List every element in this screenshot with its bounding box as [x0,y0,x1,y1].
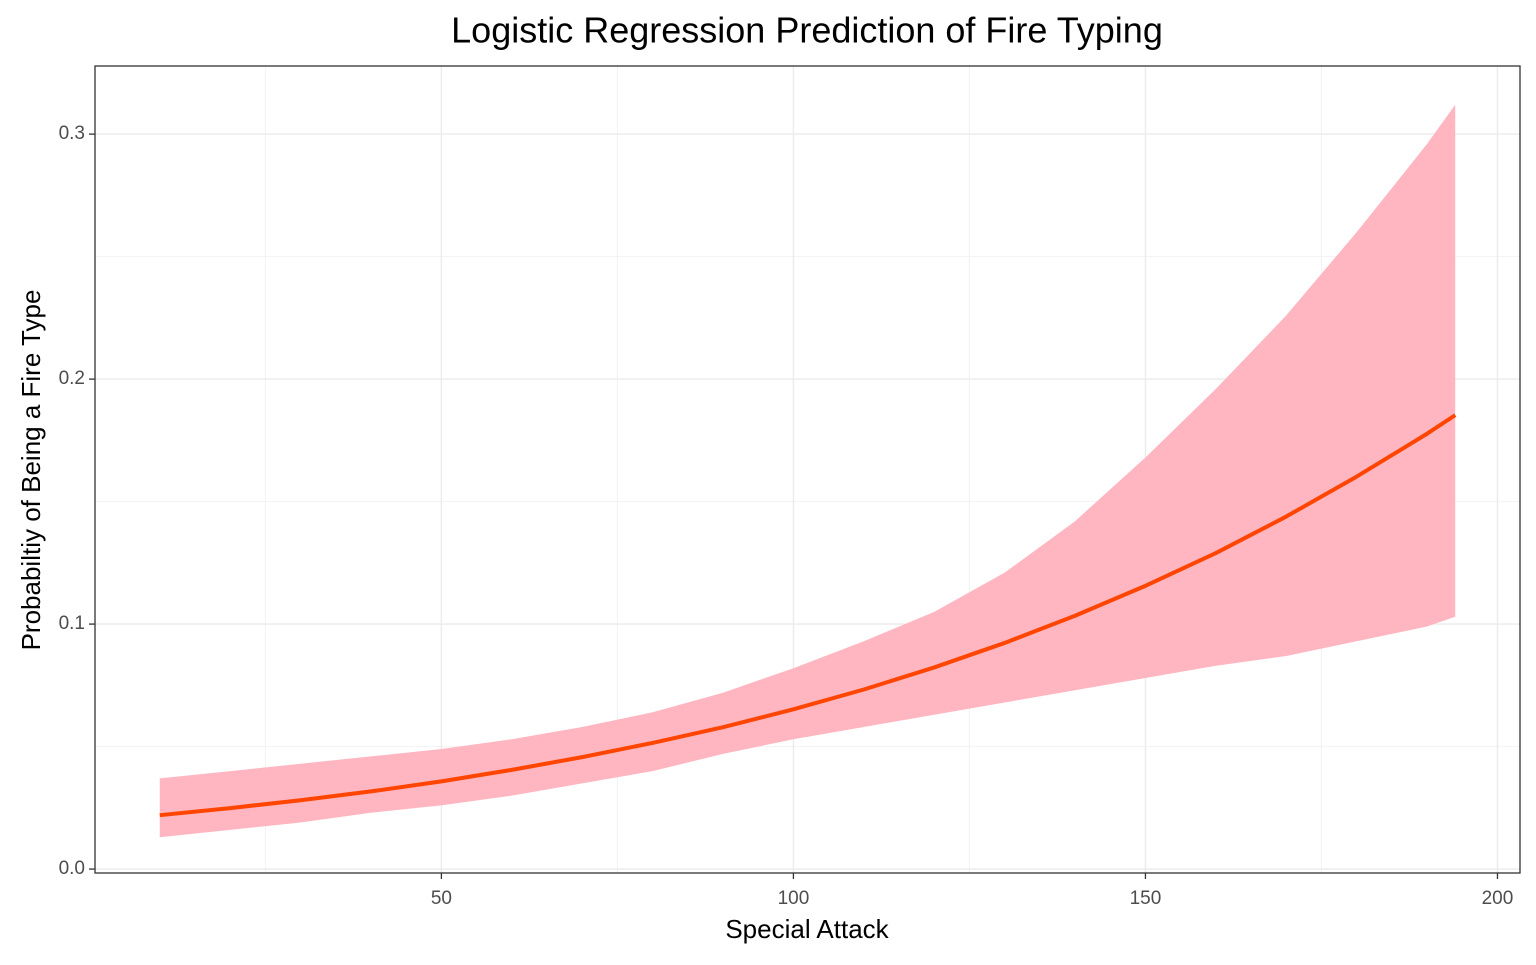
y-tick-label: 0.3 [59,123,85,144]
y-tick-label: 0.2 [59,368,85,389]
panel-border [94,65,1521,874]
plot-marks [159,104,1457,838]
confidence-band [159,104,1456,838]
x-axis-title: Special Attack [725,914,889,944]
x-tick-label: 150 [1130,888,1162,909]
prediction-line [159,413,1457,818]
x-tick-label: 100 [778,888,810,909]
chart-title: Logistic Regression Prediction of Fire T… [451,10,1163,51]
x-tick-label: 50 [431,888,452,909]
axes: 50 100 150 200 0.0 0.1 0.2 0.3 [59,123,1514,909]
y-axis-title: Probabiltiy of Being a Fire Type [16,290,46,651]
y-tick-label: 0.0 [59,858,85,879]
y-tick-label: 0.1 [59,613,85,634]
x-tick-label: 200 [1482,888,1514,909]
